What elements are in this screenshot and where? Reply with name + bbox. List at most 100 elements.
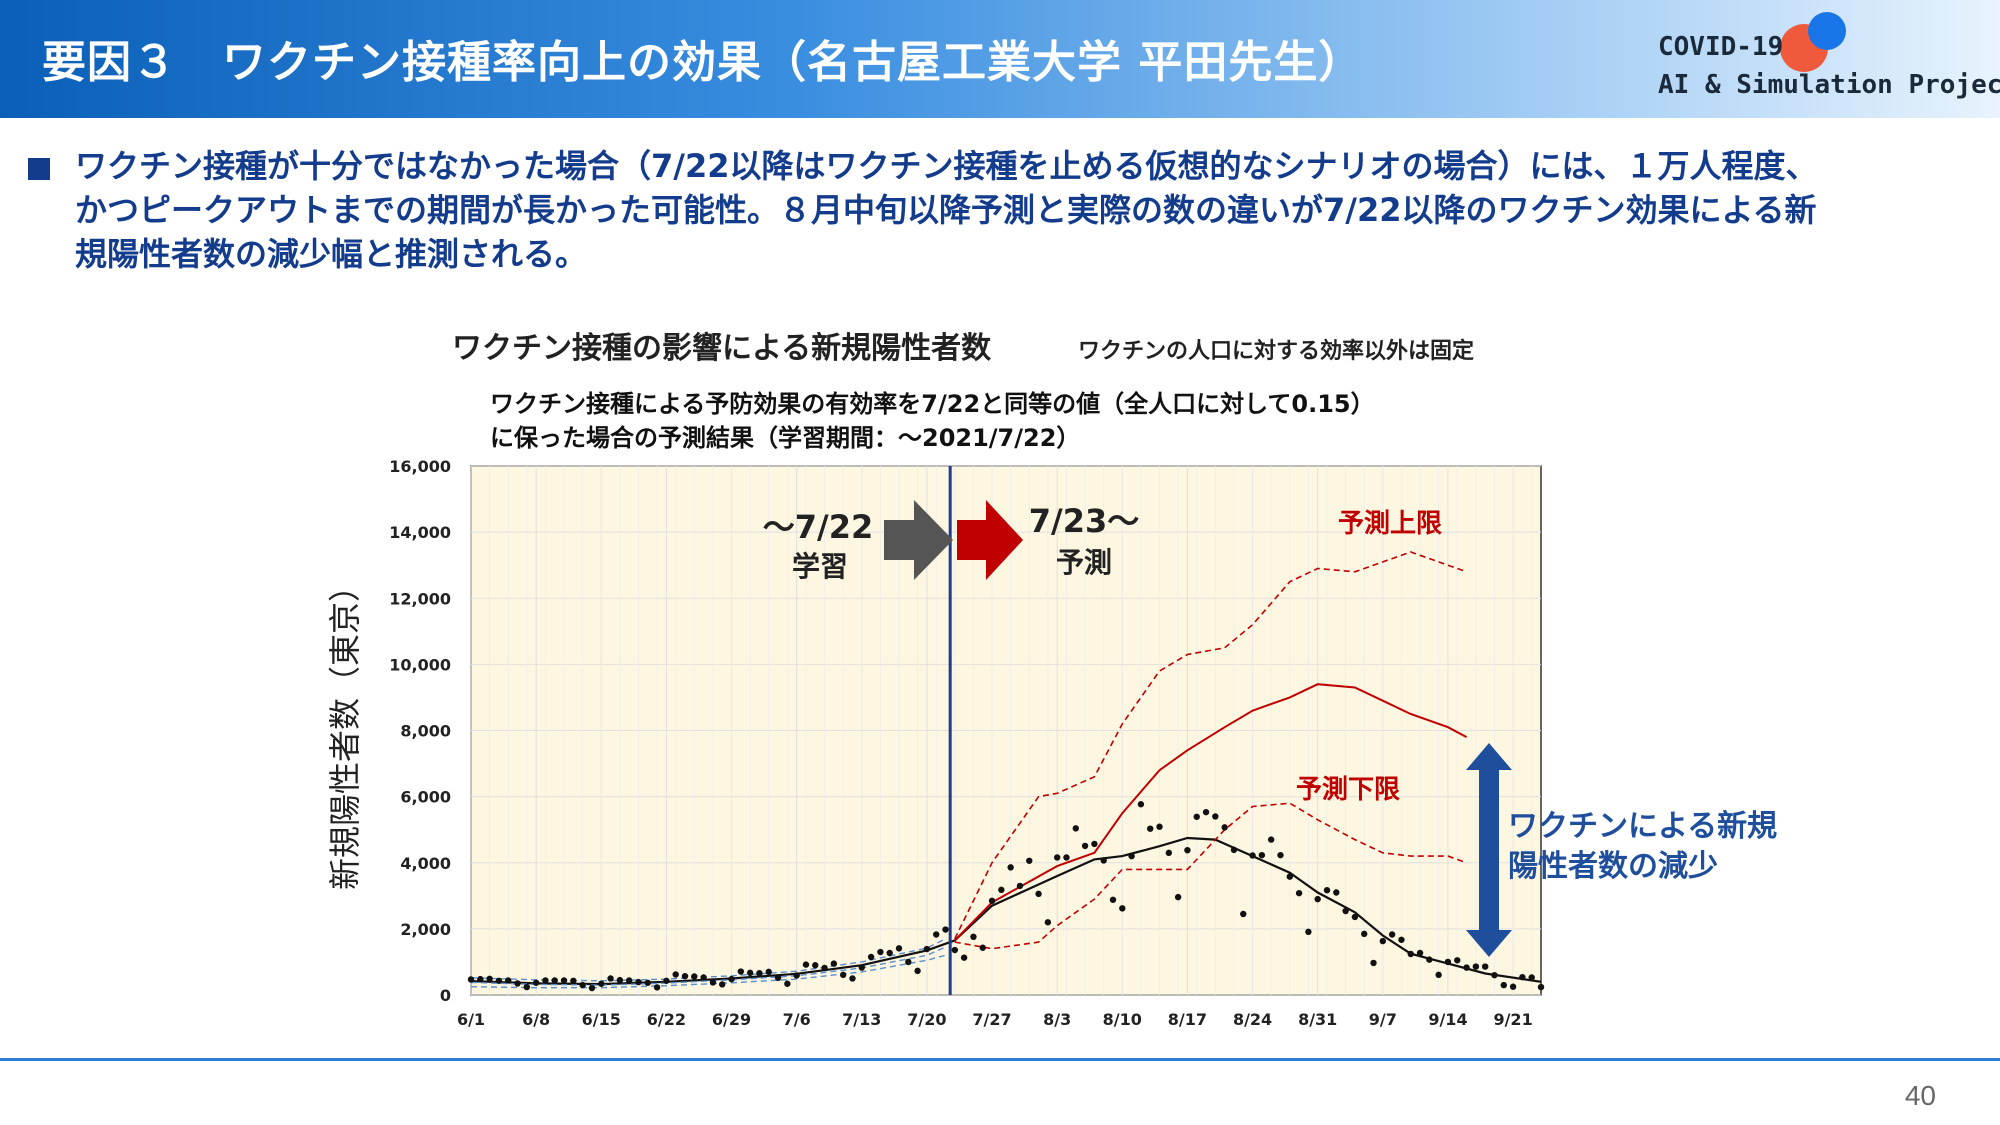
data-point bbox=[477, 975, 484, 983]
data-point bbox=[1481, 963, 1489, 970]
data-point bbox=[1267, 836, 1275, 843]
data-point bbox=[1202, 808, 1210, 816]
brand-logo-text: COVID-19 AI & Simulation Project bbox=[1658, 28, 2000, 104]
data-point bbox=[1119, 905, 1126, 912]
data-point bbox=[1137, 801, 1145, 808]
x-tick-label: 8/24 bbox=[1233, 1010, 1272, 1029]
x-axis-ticks: 6/1 6/8 6/15 6/22 6/29 7/6 7/13 7/20 7/27 8/3 8/10… bbox=[457, 1010, 1533, 1029]
data-point bbox=[551, 977, 558, 984]
prediction-label: 予測 bbox=[1056, 546, 1112, 579]
x-tick-label: 7/27 bbox=[972, 1010, 1011, 1029]
data-point bbox=[877, 948, 884, 956]
data-point bbox=[1454, 957, 1461, 964]
prediction-arrow-icon bbox=[957, 500, 1023, 580]
chart-subtitle2: に保った場合の予測結果（学習期間：～2021/7/22） bbox=[490, 424, 1080, 452]
data-point bbox=[542, 977, 549, 984]
data-point bbox=[998, 886, 1005, 894]
learning-label: 学習 bbox=[792, 550, 848, 583]
page-title: 要因３ ワクチン接種率向上の効果（名古屋工業大学 平田先生） bbox=[42, 37, 1364, 88]
data-point bbox=[1435, 971, 1442, 979]
data-point bbox=[588, 984, 596, 992]
learning-arrow-icon bbox=[884, 500, 953, 580]
data-point bbox=[691, 973, 698, 980]
data-point bbox=[532, 979, 540, 986]
data-point bbox=[1388, 931, 1396, 938]
description-line1: ワクチン接種が十分ではなかった場合（7/22以降はワクチン接種を止める仮想的なシ… bbox=[75, 147, 1818, 185]
data-point bbox=[1491, 971, 1498, 979]
data-point bbox=[505, 977, 512, 984]
logo-blue-circle-icon bbox=[1808, 12, 1846, 50]
data-point bbox=[579, 981, 586, 989]
data-point bbox=[933, 931, 940, 938]
x-tick-label: 8/31 bbox=[1298, 1010, 1337, 1029]
data-point bbox=[1035, 890, 1042, 898]
data-point bbox=[821, 964, 828, 972]
data-point bbox=[988, 897, 996, 904]
x-tick-label: 8/17 bbox=[1168, 1010, 1207, 1029]
data-point bbox=[1193, 813, 1200, 820]
learning-period-label: ～7/22 bbox=[763, 508, 874, 546]
data-point bbox=[1026, 857, 1033, 864]
data-point bbox=[1519, 973, 1526, 981]
data-point bbox=[1407, 950, 1414, 958]
learning-band-line bbox=[470, 954, 946, 989]
x-tick-label: 7/13 bbox=[842, 1010, 881, 1029]
data-point bbox=[514, 980, 521, 987]
series-layer bbox=[467, 551, 1545, 992]
x-tick-label: 7/6 bbox=[783, 1010, 811, 1029]
data-point bbox=[486, 975, 493, 982]
vaccine-effect-label1: ワクチンによる新規 bbox=[1508, 809, 1777, 844]
data-point bbox=[793, 972, 800, 979]
data-point bbox=[1128, 852, 1135, 860]
data-point bbox=[1472, 963, 1480, 970]
data-point bbox=[607, 975, 614, 982]
data-point bbox=[1221, 824, 1228, 831]
page-number: 40 bbox=[1904, 1080, 1936, 1111]
data-point bbox=[1258, 851, 1266, 859]
data-point bbox=[886, 949, 893, 957]
description-text: ワクチン接種が十分ではなかった場合（7/22以降はワクチン接種を止める仮想的なシ… bbox=[75, 144, 1975, 276]
data-point bbox=[1063, 854, 1070, 861]
data-point bbox=[1361, 930, 1368, 938]
data-point bbox=[598, 980, 605, 987]
data-point bbox=[1147, 825, 1154, 832]
data-point bbox=[1537, 983, 1545, 991]
data-point bbox=[570, 977, 577, 984]
lower-bound-label: 予測下限 bbox=[1296, 775, 1400, 805]
data-point bbox=[802, 961, 810, 968]
data-point bbox=[560, 977, 568, 984]
data-point bbox=[1156, 823, 1163, 830]
data-point bbox=[672, 971, 679, 978]
data-point bbox=[1444, 958, 1452, 966]
data-point bbox=[858, 964, 865, 971]
upper-bound-label: 予測上限 bbox=[1338, 509, 1442, 539]
y-tick-label: 4,000 bbox=[400, 854, 451, 873]
data-point bbox=[1016, 882, 1024, 890]
data-point bbox=[1416, 949, 1424, 957]
brand-line1: COVID-19 bbox=[1658, 32, 1784, 62]
data-point bbox=[1323, 886, 1331, 894]
data-point bbox=[1091, 840, 1098, 848]
data-point bbox=[709, 979, 717, 986]
x-tick-label: 7/20 bbox=[907, 1010, 946, 1029]
y-tick-label: 2,000 bbox=[400, 920, 451, 939]
data-point bbox=[616, 976, 624, 984]
data-point bbox=[681, 972, 689, 980]
data-point bbox=[719, 981, 726, 988]
y-axis-label: 新規陽性者数（東京） bbox=[326, 570, 364, 890]
x-tick-label: 8/3 bbox=[1043, 1010, 1071, 1029]
data-point bbox=[746, 969, 754, 977]
data-point bbox=[1212, 813, 1219, 820]
y-tick-label: 16,000 bbox=[389, 457, 451, 476]
data-point bbox=[1426, 956, 1433, 963]
brand-line2: AI & Simulation Project bbox=[1658, 70, 2000, 100]
data-point bbox=[1379, 937, 1387, 945]
data-point bbox=[1053, 854, 1061, 861]
x-tick-label: 6/29 bbox=[712, 1010, 751, 1029]
y-tick-label: 6,000 bbox=[400, 788, 451, 807]
y-axis-ticks: 0 2,000 4,000 6,000 8,000 10,000 12,000 14,000 1… bbox=[389, 457, 451, 1005]
data-point bbox=[1007, 864, 1014, 871]
data-point bbox=[1528, 974, 1535, 981]
data-point bbox=[1277, 851, 1284, 859]
